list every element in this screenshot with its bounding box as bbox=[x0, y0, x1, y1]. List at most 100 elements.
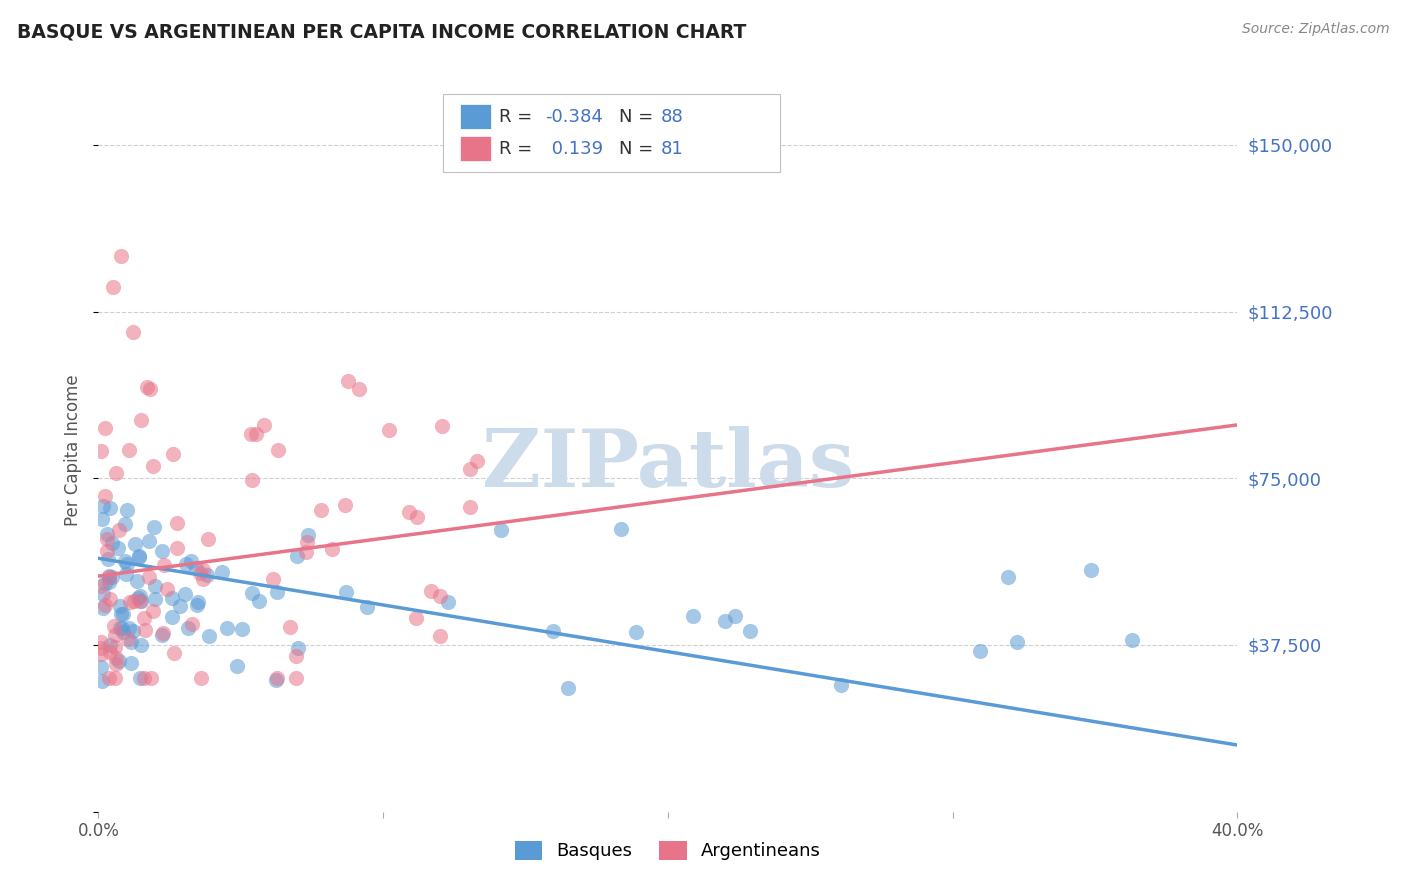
Point bbox=[278, 620, 301, 634]
Point bbox=[122, 624, 145, 638]
Point bbox=[240, 586, 263, 600]
Point bbox=[398, 505, 420, 519]
Point bbox=[134, 611, 156, 625]
Point bbox=[169, 599, 191, 614]
Point bbox=[969, 644, 991, 658]
Point bbox=[129, 671, 152, 685]
Point bbox=[150, 543, 173, 558]
Point bbox=[347, 382, 370, 396]
Point bbox=[91, 673, 114, 688]
Point bbox=[121, 325, 143, 339]
Point bbox=[180, 554, 202, 568]
Point bbox=[557, 681, 579, 696]
Point bbox=[152, 626, 174, 640]
Point bbox=[163, 646, 186, 660]
Point bbox=[97, 551, 120, 566]
Point bbox=[217, 621, 239, 635]
Point bbox=[139, 671, 162, 685]
Point bbox=[150, 628, 173, 642]
Point bbox=[129, 589, 152, 603]
Point bbox=[437, 594, 460, 608]
Point bbox=[489, 523, 512, 537]
Point bbox=[96, 527, 118, 541]
Point bbox=[188, 566, 211, 580]
Text: 88: 88 bbox=[661, 108, 683, 126]
Point bbox=[111, 621, 134, 635]
Point bbox=[105, 466, 128, 480]
Point bbox=[128, 549, 150, 564]
Point bbox=[1121, 633, 1143, 648]
Point bbox=[541, 624, 564, 638]
Point bbox=[266, 671, 288, 685]
Point bbox=[429, 630, 451, 644]
Point bbox=[211, 565, 233, 579]
Point bbox=[127, 591, 149, 605]
Point bbox=[112, 625, 135, 640]
Point bbox=[297, 528, 319, 542]
Point bbox=[287, 641, 309, 656]
Point bbox=[321, 542, 343, 557]
Point bbox=[186, 599, 208, 613]
Point bbox=[610, 522, 633, 536]
Point bbox=[90, 444, 112, 458]
Point bbox=[356, 599, 378, 614]
Point bbox=[107, 541, 129, 555]
Point bbox=[94, 421, 117, 435]
Point bbox=[262, 573, 284, 587]
Point bbox=[108, 654, 131, 668]
Point bbox=[129, 413, 152, 427]
Point bbox=[117, 443, 139, 458]
Point bbox=[110, 249, 132, 263]
Point bbox=[266, 585, 288, 599]
Point bbox=[90, 579, 112, 593]
Point bbox=[128, 550, 150, 565]
Point bbox=[156, 582, 179, 596]
Text: 0.139: 0.139 bbox=[546, 140, 603, 158]
Point bbox=[284, 649, 307, 664]
Point bbox=[624, 624, 647, 639]
Point bbox=[90, 635, 112, 649]
Point bbox=[336, 374, 359, 388]
Point bbox=[295, 535, 318, 549]
Point bbox=[94, 490, 117, 504]
Point bbox=[309, 503, 332, 517]
Text: R =: R = bbox=[499, 140, 538, 158]
Point bbox=[335, 498, 357, 512]
Point bbox=[405, 610, 427, 624]
Text: BASQUE VS ARGENTINEAN PER CAPITA INCOME CORRELATION CHART: BASQUE VS ARGENTINEAN PER CAPITA INCOME … bbox=[17, 22, 747, 41]
Point bbox=[112, 607, 135, 621]
Point bbox=[177, 621, 200, 635]
Point bbox=[253, 418, 276, 433]
Point bbox=[682, 609, 704, 624]
Legend: Basques, Argentineans: Basques, Argentineans bbox=[508, 834, 828, 868]
Point bbox=[465, 454, 488, 468]
Point bbox=[129, 594, 152, 608]
Point bbox=[240, 473, 263, 487]
Point bbox=[166, 541, 188, 555]
Point bbox=[94, 599, 117, 613]
Point bbox=[127, 574, 149, 588]
Point bbox=[90, 647, 112, 661]
Point bbox=[96, 544, 118, 558]
Point bbox=[110, 607, 132, 622]
Point bbox=[830, 678, 852, 692]
Point bbox=[97, 569, 120, 583]
Point bbox=[160, 591, 183, 606]
Point bbox=[97, 671, 120, 685]
Point bbox=[104, 657, 127, 672]
Point bbox=[190, 671, 212, 685]
Point bbox=[98, 500, 121, 515]
Point bbox=[738, 624, 761, 639]
Point bbox=[285, 671, 308, 685]
Point bbox=[195, 567, 218, 582]
Point bbox=[98, 645, 121, 659]
Point bbox=[193, 563, 215, 577]
Point bbox=[134, 623, 156, 637]
Point bbox=[198, 629, 221, 643]
Point bbox=[335, 585, 357, 599]
Point bbox=[160, 610, 183, 624]
Point bbox=[98, 638, 121, 652]
Point bbox=[460, 462, 482, 476]
Point bbox=[193, 572, 215, 586]
Y-axis label: Per Capita Income: Per Capita Income bbox=[65, 375, 83, 526]
